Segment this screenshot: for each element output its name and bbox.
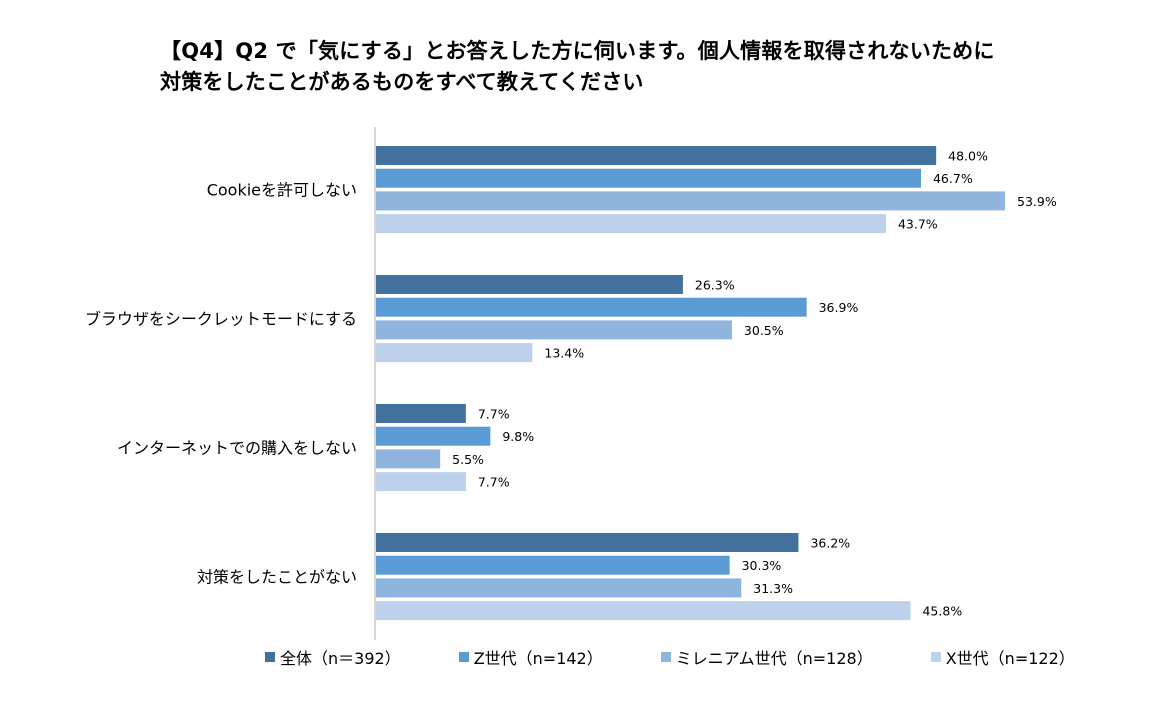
- legend-swatch: [930, 652, 941, 662]
- bar: [376, 578, 742, 598]
- data-label: 7.7%: [478, 407, 510, 422]
- data-label: 26.3%: [695, 278, 735, 293]
- legend-label: 全体（n＝392）: [280, 649, 401, 668]
- bar: [376, 404, 466, 423]
- legend-label: ミレニアム世代（n=128）: [675, 649, 873, 668]
- bar: [376, 320, 732, 340]
- data-label: 9.8%: [502, 429, 534, 444]
- data-label: 53.9%: [1017, 194, 1057, 209]
- data-label: 7.7%: [478, 475, 510, 490]
- category-label: インターネットでの購入をしない: [117, 439, 357, 458]
- data-label: 31.3%: [753, 581, 793, 596]
- category-label: ブラウザをシークレットモードにする: [85, 310, 357, 329]
- bar: [376, 275, 683, 294]
- legend-item: 全体（n＝392）: [265, 645, 401, 669]
- data-label: 45.8%: [922, 604, 962, 619]
- legend-label: Z世代（n=142）: [473, 649, 603, 668]
- legend-swatch: [660, 652, 671, 662]
- data-label: 46.7%: [933, 171, 973, 186]
- bar: [376, 601, 911, 621]
- bar: [376, 555, 730, 575]
- chart-title-line-1: 【Q4】Q2 で「気にする」とお答えした方に伺います。個人情報を取得されないため…: [160, 39, 995, 63]
- data-label: 48.0%: [948, 149, 988, 164]
- chart-title-line-2: 対策をしたことがあるものをすべて教えてください: [160, 70, 644, 94]
- data-label: 36.2%: [810, 536, 850, 551]
- data-label: 30.3%: [742, 558, 782, 573]
- bar: [376, 533, 799, 552]
- bar: [376, 472, 466, 492]
- bar: [376, 146, 937, 165]
- data-label: 13.4%: [544, 346, 584, 361]
- data-label: 5.5%: [452, 452, 484, 467]
- category-label: 対策をしたことがない: [197, 568, 357, 587]
- legend-swatch: [265, 652, 275, 662]
- bar: [376, 449, 441, 469]
- legend-item: Z世代（n=142）: [458, 645, 603, 669]
- legend-item: X世代（n=122）: [930, 645, 1075, 669]
- bar: [376, 426, 491, 446]
- legend-item: ミレニアム世代（n=128）: [660, 645, 873, 669]
- bar: [376, 191, 1006, 211]
- bar: [376, 343, 533, 363]
- legend-swatch: [458, 652, 469, 662]
- category-label: Cookieを許可しない: [207, 181, 357, 200]
- bar: [376, 168, 921, 188]
- chart-legend: 全体（n＝392） Z世代（n=142） ミレニアム世代（n=128） X世代（n=1…: [265, 645, 1133, 669]
- data-label: 43.7%: [898, 217, 938, 232]
- chart-title: 【Q4】Q2 で「気にする」とお答えした方に伺います。個人情報を取得されないため…: [160, 36, 1120, 98]
- bar: [376, 214, 886, 234]
- data-label: 36.9%: [819, 300, 859, 315]
- bar: [376, 297, 807, 317]
- data-label: 30.5%: [744, 323, 784, 338]
- legend-label: X世代（n=122）: [945, 649, 1075, 668]
